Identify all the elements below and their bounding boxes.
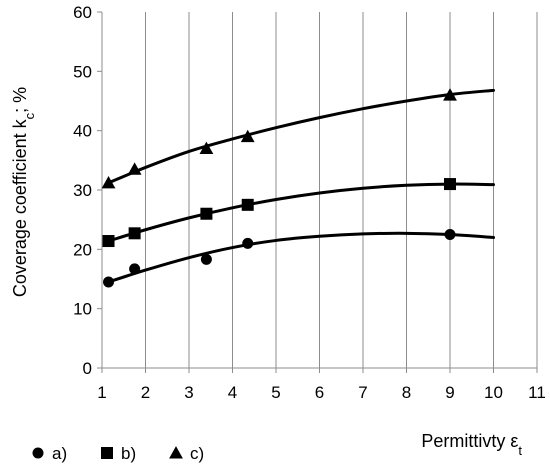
square-point-3	[200, 207, 213, 220]
x-tick-label-2: 2	[141, 383, 150, 402]
circle-point-3	[200, 253, 212, 265]
circle-point-5	[444, 229, 456, 240]
axes	[97, 11, 538, 373]
x-tick-label-11: 11	[528, 383, 546, 402]
square-point-5	[444, 178, 456, 191]
legend-label-circle: a)	[52, 444, 67, 463]
y-axis-label-subscript: c	[22, 112, 37, 119]
y-tick-label-30: 30	[73, 181, 92, 200]
y-tick-label-40: 40	[73, 122, 92, 141]
circle-point-4	[242, 237, 254, 249]
x-tick-labels: 1 2 3 4 5 6 7 8 9 10 11	[97, 383, 546, 402]
y-axis-label: Coverage coefficient kc; %	[10, 87, 37, 297]
y-tick-label-60: 60	[73, 3, 92, 22]
x-tick-label-9: 9	[445, 383, 454, 402]
triangle-point-3	[199, 141, 214, 154]
triangle-point-2	[127, 162, 142, 175]
legend-marker-triangle	[169, 446, 183, 459]
triangle-point-4	[240, 129, 255, 143]
trend-lines	[107, 88, 495, 284]
x-tick-label-4: 4	[228, 383, 237, 402]
legend-label-square: b)	[121, 444, 136, 463]
trend-line-triangle	[107, 88, 495, 185]
y-tick-label-50: 50	[73, 62, 92, 81]
y-tick-label-0: 0	[83, 359, 92, 378]
square-point-2	[128, 227, 141, 240]
grid-lines	[145, 12, 538, 368]
legend: a) b) c)	[32, 444, 204, 463]
trend-line-circle	[107, 231, 495, 284]
y-tick-labels: 0 10 20 30 40 50 60	[73, 3, 92, 378]
x-axis-label: Permittivty εt	[421, 431, 522, 458]
x-tick-label-10: 10	[484, 383, 503, 402]
triangle-point-5	[443, 88, 457, 101]
legend-label-triangle: c)	[190, 444, 204, 463]
square-point-1	[102, 235, 115, 248]
x-tick-label-8: 8	[402, 383, 411, 402]
data-markers	[101, 88, 457, 288]
x-tick-label-6: 6	[315, 383, 324, 402]
y-tick-label-20: 20	[73, 240, 92, 259]
legend-marker-square	[101, 447, 113, 459]
triangle-point-1	[101, 175, 116, 189]
x-tick-label-5: 5	[271, 383, 280, 402]
circle-point-1	[103, 276, 115, 288]
legend-marker-circle	[32, 447, 44, 459]
square-point-4	[241, 198, 254, 211]
trend-line-square	[107, 182, 495, 243]
x-tick-label-7: 7	[358, 383, 367, 402]
y-tick-label-10: 10	[73, 300, 92, 319]
x-tick-label-1: 1	[97, 383, 106, 402]
circle-point-2	[129, 263, 141, 275]
x-axis-label-subscript: t	[518, 443, 522, 458]
x-tick-label-3: 3	[184, 383, 193, 402]
y-axis-label-unit: ; %	[10, 87, 30, 113]
